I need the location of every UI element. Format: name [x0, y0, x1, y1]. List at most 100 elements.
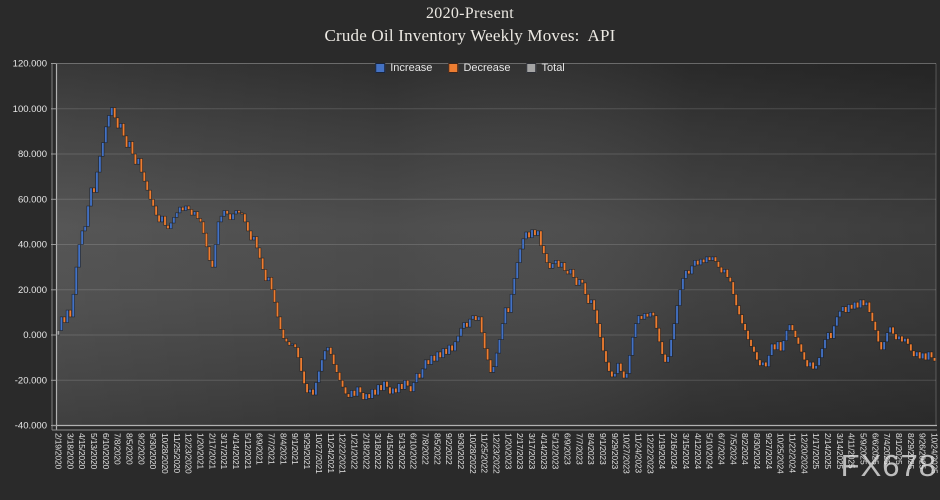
legend-item-decrease: Decrease: [448, 62, 511, 74]
svg-text:4/12/2024: 4/12/2024: [693, 433, 703, 469]
svg-text:9/2/2022: 9/2/2022: [444, 433, 454, 465]
svg-text:10/27/2023: 10/27/2023: [622, 433, 632, 474]
svg-text:2/18/2022: 2/18/2022: [361, 433, 371, 469]
legend-label: Decrease: [463, 62, 511, 74]
svg-text:80.000: 80.000: [18, 149, 47, 160]
svg-text:100.000: 100.000: [13, 104, 47, 115]
legend-swatch-total: [526, 63, 537, 73]
x-axis-labels: 2/19/2020 3/18/2020 4/15/2020 5/13/2020 6/10…: [54, 433, 940, 474]
legend-swatch-decrease: [448, 63, 459, 73]
svg-text:8/29/2025: 8/29/2025: [906, 433, 916, 469]
svg-text:60.000: 60.000: [18, 194, 47, 205]
waterfall-bars: [56, 107, 936, 400]
svg-text:0.000: 0.000: [23, 330, 47, 341]
y-axis-ticks: [51, 63, 57, 426]
svg-text:8/2/2024: 8/2/2024: [740, 433, 750, 465]
svg-text:9/1/2021: 9/1/2021: [290, 433, 300, 465]
y-axis-labels: 120.000 100.000 80.000 60.000 40.000 20.000 0.…: [13, 59, 47, 432]
svg-text:10/25/2024: 10/25/2024: [776, 433, 786, 474]
svg-text:12/22/2021: 12/22/2021: [338, 433, 348, 474]
chart-legend: Increase Decrease Total: [375, 62, 565, 74]
svg-text:6/10/2022: 6/10/2022: [409, 433, 419, 469]
svg-text:6/9/2021: 6/9/2021: [255, 433, 265, 465]
svg-text:11/25/2022: 11/25/2022: [480, 433, 490, 473]
svg-text:3/17/2021: 3/17/2021: [219, 433, 229, 469]
svg-text:7/7/2021: 7/7/2021: [267, 433, 277, 465]
svg-text:3/18/2022: 3/18/2022: [373, 433, 383, 469]
svg-text:5/12/2021: 5/12/2021: [243, 433, 253, 469]
svg-text:-20.000: -20.000: [15, 375, 47, 386]
svg-text:12/20/2024: 12/20/2024: [799, 433, 809, 474]
svg-text:12/23/2022: 12/23/2022: [492, 433, 502, 474]
legend-swatch-increase: [375, 63, 386, 73]
svg-text:1/19/2024: 1/19/2024: [657, 433, 667, 469]
svg-text:7/5/2024: 7/5/2024: [728, 433, 738, 465]
watermark-text: FX678: [840, 448, 937, 483]
svg-text:4/11/2025: 4/11/2025: [847, 433, 857, 469]
svg-text:6/6/2025: 6/6/2025: [870, 433, 880, 465]
legend-item-increase: Increase: [375, 62, 432, 74]
legend-item-total: Total: [526, 62, 565, 74]
svg-text:9/1/2023: 9/1/2023: [598, 433, 608, 465]
svg-text:9/29/2021: 9/29/2021: [302, 433, 312, 469]
svg-text:10/28/2020: 10/28/2020: [160, 433, 170, 474]
svg-text:8/5/2022: 8/5/2022: [432, 433, 442, 465]
svg-text:-40.000: -40.000: [15, 421, 47, 432]
svg-text:3/14/2025: 3/14/2025: [835, 433, 845, 469]
svg-text:40.000: 40.000: [18, 240, 47, 251]
svg-text:5/12/2023: 5/12/2023: [551, 433, 561, 469]
legend-label: Total: [541, 62, 565, 74]
gridlines: [57, 63, 936, 426]
chart-title-line1: 2020-Present: [425, 5, 515, 22]
svg-text:10/24/2025: 10/24/2025: [930, 433, 940, 474]
svg-text:7/8/2020: 7/8/2020: [113, 433, 123, 465]
svg-text:6/10/2020: 6/10/2020: [101, 433, 111, 469]
svg-text:5/9/2025: 5/9/2025: [859, 433, 869, 465]
svg-text:11/24/2021: 11/24/2021: [326, 433, 336, 473]
svg-text:2/17/2023: 2/17/2023: [515, 433, 525, 469]
svg-text:6/9/2023: 6/9/2023: [563, 433, 573, 465]
svg-text:10/28/2022: 10/28/2022: [468, 433, 478, 474]
svg-text:3/18/2020: 3/18/2020: [65, 433, 75, 469]
chart-title: 2020-Present Crude Oil Inventory Weekly …: [0, 4, 940, 47]
svg-text:3/17/2023: 3/17/2023: [527, 433, 537, 469]
svg-text:8/30/2024: 8/30/2024: [752, 433, 762, 469]
chart-title-line2: Crude Oil Inventory Weekly Moves: API: [324, 25, 616, 45]
svg-text:5/13/2020: 5/13/2020: [89, 433, 99, 469]
svg-text:12/23/2020: 12/23/2020: [184, 433, 194, 474]
svg-text:9/26/2025: 9/26/2025: [918, 433, 928, 469]
svg-text:1/21/2022: 1/21/2022: [349, 433, 359, 469]
svg-text:9/2/2020: 9/2/2020: [136, 433, 146, 465]
svg-text:12/22/2023: 12/22/2023: [645, 433, 655, 474]
svg-text:3/15/2024: 3/15/2024: [681, 433, 691, 469]
svg-text:2/19/2020: 2/19/2020: [54, 433, 64, 469]
svg-text:1/20/2023: 1/20/2023: [503, 433, 513, 469]
svg-text:5/13/2022: 5/13/2022: [397, 433, 407, 469]
legend-label: Increase: [390, 62, 433, 74]
svg-text:9/29/2023: 9/29/2023: [610, 433, 620, 469]
svg-text:2/17/2021: 2/17/2021: [207, 433, 217, 469]
svg-text:4/14/2023: 4/14/2023: [539, 433, 549, 469]
svg-text:11/22/2024: 11/22/2024: [788, 433, 798, 473]
svg-text:7/7/2023: 7/7/2023: [574, 433, 584, 465]
svg-text:8/5/2020: 8/5/2020: [125, 433, 135, 465]
svg-text:4/14/2021: 4/14/2021: [231, 433, 241, 469]
svg-text:5/10/2024: 5/10/2024: [705, 433, 715, 469]
plot-area: [57, 63, 936, 426]
svg-text:2/14/2025: 2/14/2025: [823, 433, 833, 469]
svg-text:7/4/2025: 7/4/2025: [882, 433, 892, 465]
svg-text:2/16/2024: 2/16/2024: [669, 433, 679, 469]
svg-text:8/4/2021: 8/4/2021: [278, 433, 288, 465]
svg-text:1/17/2025: 1/17/2025: [811, 433, 821, 469]
svg-text:9/27/2024: 9/27/2024: [764, 433, 774, 469]
svg-text:9/30/2022: 9/30/2022: [456, 433, 466, 469]
svg-text:4/15/2020: 4/15/2020: [77, 433, 87, 469]
svg-text:8/1/2025: 8/1/2025: [894, 433, 904, 465]
svg-text:11/24/2023: 11/24/2023: [634, 433, 644, 473]
svg-text:6/7/2024: 6/7/2024: [716, 433, 726, 465]
svg-text:20.000: 20.000: [18, 285, 47, 296]
svg-text:8/4/2023: 8/4/2023: [586, 433, 596, 465]
svg-text:10/27/2021: 10/27/2021: [314, 433, 324, 474]
